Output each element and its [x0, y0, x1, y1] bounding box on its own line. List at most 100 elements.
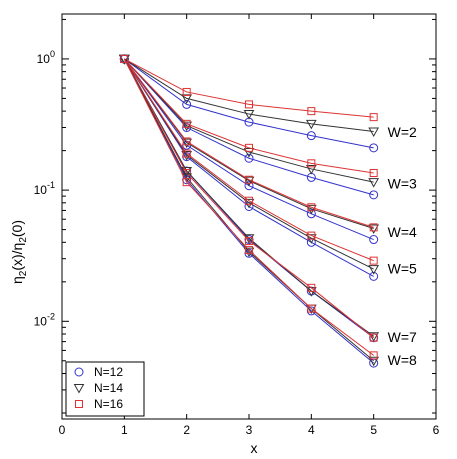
data-point-circle: [306, 131, 316, 141]
data-point-square: [182, 119, 191, 128]
series-line: [124, 58, 374, 132]
data-point-square: [369, 333, 378, 342]
y-tick-label: 10-1: [34, 180, 55, 197]
y-label-rest: (x)/η: [9, 243, 25, 271]
x-tick-label: 2: [183, 423, 190, 437]
x-tick-label: 0: [59, 423, 66, 437]
data-point-triangle: [243, 148, 255, 158]
data-point-square: [307, 304, 316, 313]
series-line: [123, 58, 374, 183]
group-w3: [118, 54, 380, 200]
data-point-square: [245, 100, 253, 109]
x-tick-label: 3: [246, 423, 253, 437]
series-line: [124, 58, 374, 149]
data-point-triangle: [368, 332, 380, 342]
data-point-square: [369, 169, 378, 178]
data-point-square: [307, 159, 316, 168]
legend-label: N=16: [94, 397, 123, 411]
data-point-square: [307, 231, 316, 240]
y-tick-label: 10-2: [34, 311, 55, 328]
group-labels: W=2 W=3 W=4 W=5 W=7 W=8: [388, 124, 417, 368]
group-w7: [118, 54, 380, 343]
series-line: [123, 58, 374, 174]
x-tick-label: 5: [370, 423, 377, 437]
group-label: W=8: [388, 352, 417, 368]
series-line: [124, 58, 374, 118]
x-tick-label: 1: [121, 423, 128, 437]
legend-marker: [75, 400, 83, 408]
data-point-square: [307, 283, 316, 292]
group-w2: [118, 54, 380, 153]
data-point-triangle: [368, 224, 380, 234]
series-line: [123, 58, 374, 262]
data-point-triangle: [181, 166, 193, 177]
x-axis-label: x: [251, 440, 258, 456]
data-point-circle: [244, 153, 254, 163]
x-tick-label: 6: [433, 423, 440, 437]
legend-marker: [73, 384, 85, 394]
data-point-triangle: [181, 121, 193, 132]
data-point-square: [369, 351, 378, 360]
data-point-triangle: [305, 119, 317, 130]
series-line: [123, 58, 374, 356]
data-point-triangle: [305, 204, 317, 215]
data-point-square: [120, 54, 129, 63]
data-point-circle: [369, 271, 379, 281]
data-point-triangle: [368, 265, 380, 275]
y-label-sub: 2: [18, 270, 29, 276]
data-point-square: [369, 113, 378, 122]
series-layer: [118, 54, 380, 368]
data-point-circle: [369, 190, 379, 200]
legend-marker: [74, 367, 84, 377]
group-label: W=2: [388, 124, 417, 140]
y-tick-label: 100: [37, 49, 55, 66]
data-point-triangle: [368, 127, 380, 137]
data-point-triangle: [243, 110, 255, 120]
y-axis-label: η2(x)/η2(0): [9, 220, 29, 284]
data-point-square: [182, 137, 191, 146]
group-label: W=7: [388, 329, 417, 345]
data-point-triangle: [243, 198, 255, 209]
data-point-square: [245, 236, 253, 245]
data-point-square: [182, 87, 191, 96]
series-line: [123, 58, 374, 228]
data-point-square: [182, 178, 191, 187]
data-point-triangle: [305, 164, 317, 175]
data-point-circle: [369, 235, 379, 245]
data-point-square: [307, 203, 316, 212]
y-label-sub2: 2: [18, 237, 29, 243]
data-point-circle: [306, 209, 316, 219]
x-tick-label: 4: [308, 423, 315, 437]
data-point-circle: [182, 99, 192, 109]
series-line: [123, 58, 374, 270]
x-axis-ticks: 0 1 2 3 4 5 6: [59, 14, 440, 437]
data-point-circle: [244, 181, 254, 191]
group-label: W=4: [388, 224, 417, 240]
series-line: [123, 58, 374, 337]
series-line: [123, 58, 374, 339]
group-w8: [118, 54, 380, 368]
data-point-square: [245, 143, 253, 152]
y-axis-ticks: 100 10-1 10-2: [34, 18, 436, 414]
series-line: [123, 58, 374, 196]
legend-label: N=12: [94, 365, 123, 379]
data-point-square: [369, 256, 378, 265]
group-label: W=5: [388, 261, 417, 277]
plot-border: [61, 13, 437, 420]
data-point-triangle: [368, 178, 380, 188]
data-point-square: [369, 223, 378, 232]
data-point-square: [245, 196, 253, 205]
data-point-triangle: [181, 94, 193, 104]
data-point-square: [245, 175, 253, 184]
group-w4: [118, 54, 380, 245]
y-label-base: η: [9, 276, 25, 284]
plot-frame: [61, 13, 437, 420]
legend: N=12 N=14 N=16: [65, 361, 145, 417]
data-point-triangle: [368, 356, 380, 367]
legend-label: N=14: [94, 381, 123, 395]
data-point-square: [245, 245, 253, 254]
y-label-tail: (0): [9, 220, 25, 237]
group-label: W=3: [388, 175, 417, 191]
data-point-square: [307, 107, 316, 116]
